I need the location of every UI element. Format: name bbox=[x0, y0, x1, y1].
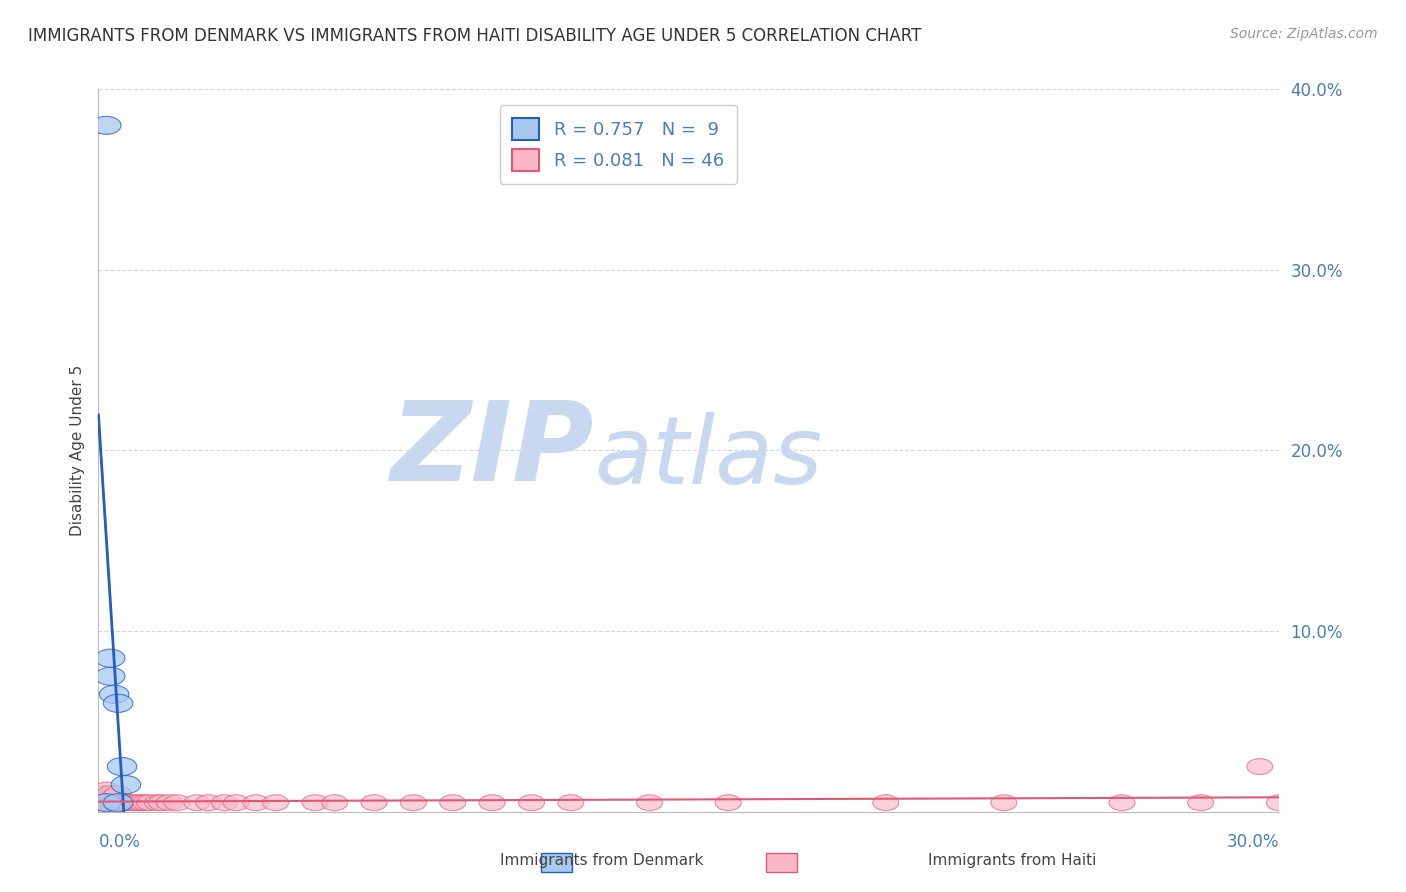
Text: Immigrants from Haiti: Immigrants from Haiti bbox=[928, 854, 1097, 868]
Ellipse shape bbox=[104, 694, 134, 713]
Ellipse shape bbox=[195, 795, 222, 811]
Ellipse shape bbox=[125, 795, 150, 811]
Ellipse shape bbox=[111, 776, 141, 794]
Ellipse shape bbox=[558, 795, 583, 811]
Text: 30.0%: 30.0% bbox=[1227, 833, 1279, 851]
Ellipse shape bbox=[873, 795, 898, 811]
Ellipse shape bbox=[93, 782, 120, 798]
Ellipse shape bbox=[93, 789, 120, 805]
Text: IMMIGRANTS FROM DENMARK VS IMMIGRANTS FROM HAITI DISABILITY AGE UNDER 5 CORRELAT: IMMIGRANTS FROM DENMARK VS IMMIGRANTS FR… bbox=[28, 27, 921, 45]
Ellipse shape bbox=[149, 795, 174, 811]
Y-axis label: Disability Age Under 5: Disability Age Under 5 bbox=[69, 365, 84, 536]
Ellipse shape bbox=[97, 786, 124, 802]
Ellipse shape bbox=[110, 795, 135, 811]
Ellipse shape bbox=[90, 786, 115, 802]
Ellipse shape bbox=[479, 795, 505, 811]
Ellipse shape bbox=[132, 795, 159, 811]
Ellipse shape bbox=[361, 795, 387, 811]
Ellipse shape bbox=[112, 795, 139, 811]
Legend: R = 0.757   N =  9, R = 0.081   N = 46: R = 0.757 N = 9, R = 0.081 N = 46 bbox=[499, 105, 737, 184]
Ellipse shape bbox=[716, 795, 741, 811]
Ellipse shape bbox=[991, 795, 1017, 811]
Ellipse shape bbox=[145, 795, 170, 811]
Ellipse shape bbox=[224, 795, 249, 811]
Ellipse shape bbox=[156, 795, 183, 811]
Ellipse shape bbox=[105, 795, 131, 811]
Text: 0.0%: 0.0% bbox=[98, 833, 141, 851]
Text: atlas: atlas bbox=[595, 412, 823, 503]
Ellipse shape bbox=[136, 795, 163, 811]
Ellipse shape bbox=[1109, 795, 1135, 811]
Text: ZIP: ZIP bbox=[391, 397, 595, 504]
Ellipse shape bbox=[1188, 795, 1213, 811]
Ellipse shape bbox=[243, 795, 269, 811]
Ellipse shape bbox=[96, 649, 125, 667]
Ellipse shape bbox=[117, 795, 143, 811]
Ellipse shape bbox=[1267, 795, 1292, 811]
Ellipse shape bbox=[129, 795, 155, 811]
Ellipse shape bbox=[401, 795, 426, 811]
Ellipse shape bbox=[93, 795, 120, 811]
Ellipse shape bbox=[121, 795, 146, 811]
Text: Source: ZipAtlas.com: Source: ZipAtlas.com bbox=[1230, 27, 1378, 41]
Ellipse shape bbox=[302, 795, 328, 811]
Ellipse shape bbox=[263, 795, 288, 811]
Ellipse shape bbox=[519, 795, 544, 811]
Ellipse shape bbox=[90, 795, 115, 811]
Ellipse shape bbox=[107, 757, 136, 776]
Ellipse shape bbox=[165, 795, 190, 811]
Ellipse shape bbox=[440, 795, 465, 811]
Ellipse shape bbox=[100, 685, 129, 703]
Text: Immigrants from Denmark: Immigrants from Denmark bbox=[499, 854, 703, 868]
Ellipse shape bbox=[96, 667, 125, 685]
Ellipse shape bbox=[184, 795, 209, 811]
Ellipse shape bbox=[322, 795, 347, 811]
Ellipse shape bbox=[91, 116, 121, 135]
Ellipse shape bbox=[97, 795, 124, 811]
Ellipse shape bbox=[91, 794, 121, 812]
Ellipse shape bbox=[104, 794, 134, 812]
Ellipse shape bbox=[211, 795, 238, 811]
Ellipse shape bbox=[101, 789, 127, 805]
Ellipse shape bbox=[105, 786, 131, 802]
Ellipse shape bbox=[97, 789, 124, 805]
Ellipse shape bbox=[637, 795, 662, 811]
Ellipse shape bbox=[101, 795, 127, 811]
Ellipse shape bbox=[1247, 758, 1272, 774]
